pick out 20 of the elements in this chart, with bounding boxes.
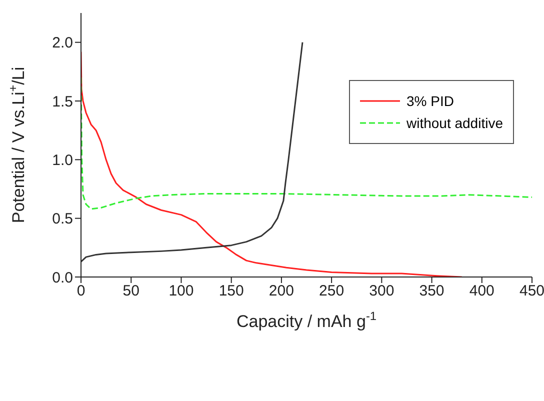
y-tick-label: 1.0 [52,152,73,169]
x-tick-label: 350 [419,282,444,300]
y-tick-label: 0.0 [52,269,73,286]
line-series [81,42,304,262]
x-tick-label: 300 [369,282,394,300]
x-axis-title: Capacity / mAh g$^{-1}$ [236,309,377,331]
x-tick-label: 150 [218,282,244,300]
y-tick-label: 0.5 [52,210,73,228]
x-tick-label: 50 [122,282,140,300]
x-tick-label: 100 [168,282,194,300]
legend-label: 3% PID [406,93,454,109]
x-tick-label: 250 [319,282,344,300]
x-tick-label: 450 [519,282,544,300]
x-tick-label: 0 [76,282,86,300]
y-tick-label: 2.0 [52,34,73,52]
y-tick-label: 1.5 [52,93,73,110]
line-series [81,76,532,210]
x-tick-label: 400 [469,282,494,300]
x-tick-label: 200 [268,282,294,300]
legend-label: without additive [406,115,503,131]
